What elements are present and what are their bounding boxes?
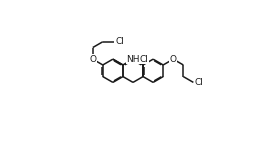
Text: O: O (89, 55, 96, 64)
Text: Cl: Cl (139, 55, 148, 64)
Text: Cl: Cl (115, 37, 124, 46)
Text: O: O (170, 55, 177, 64)
Text: NH: NH (126, 55, 140, 64)
Text: Cl: Cl (194, 78, 203, 87)
